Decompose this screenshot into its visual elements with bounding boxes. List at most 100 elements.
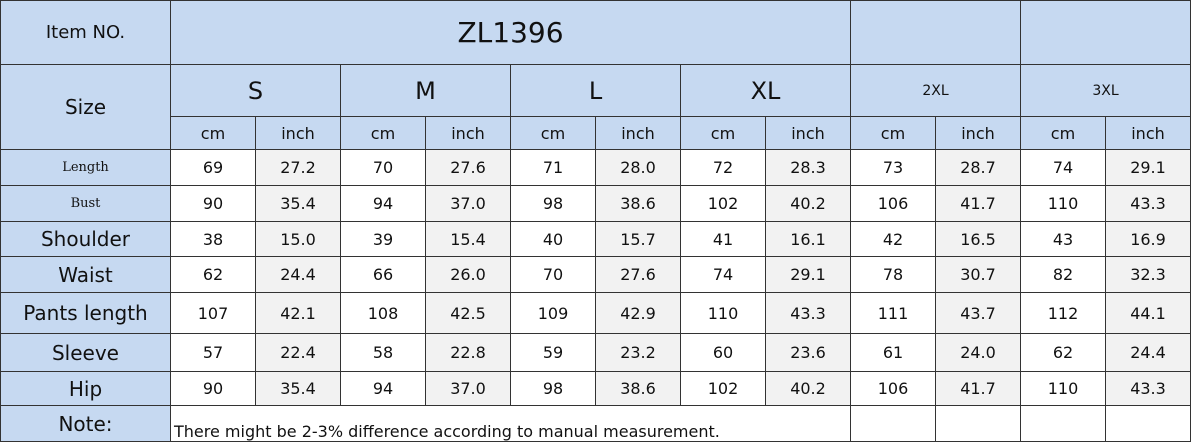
unit-header: inch bbox=[1105, 116, 1191, 150]
measurement: 27.6 bbox=[595, 256, 681, 293]
measurement: 61 bbox=[850, 333, 936, 372]
measurement: 16.9 bbox=[1105, 221, 1191, 257]
note-label: Note: bbox=[0, 405, 171, 442]
measurement: 43 bbox=[1020, 221, 1106, 257]
size-header: S bbox=[170, 64, 341, 117]
measurement: 90 bbox=[170, 185, 256, 222]
measurement: 27.2 bbox=[255, 149, 341, 186]
size-label: Size bbox=[0, 64, 171, 150]
measurement: 22.4 bbox=[255, 333, 341, 372]
measurement: 71 bbox=[510, 149, 596, 186]
measurement: 29.1 bbox=[765, 256, 851, 293]
measurement: 70 bbox=[340, 149, 426, 186]
note-text: There might be 2-3% difference according… bbox=[170, 405, 851, 442]
measurement: 29.1 bbox=[1105, 149, 1191, 186]
measurement: 112 bbox=[1020, 292, 1106, 334]
measurement: 43.3 bbox=[765, 292, 851, 334]
measurement: 98 bbox=[510, 185, 596, 222]
measurement: 24.4 bbox=[1105, 333, 1191, 372]
row-label: Sleeve bbox=[0, 333, 171, 372]
empty-cell bbox=[935, 405, 1021, 442]
measurement: 60 bbox=[680, 333, 766, 372]
measurement: 58 bbox=[340, 333, 426, 372]
measurement: 35.4 bbox=[255, 185, 341, 222]
measurement: 98 bbox=[510, 371, 596, 406]
empty-cell bbox=[1105, 405, 1191, 442]
item-number: ZL1396 bbox=[170, 0, 851, 65]
measurement: 109 bbox=[510, 292, 596, 334]
measurement: 43.7 bbox=[935, 292, 1021, 334]
measurement: 40 bbox=[510, 221, 596, 257]
unit-header: inch bbox=[935, 116, 1021, 150]
unit-header: cm bbox=[680, 116, 766, 150]
measurement: 78 bbox=[850, 256, 936, 293]
measurement: 42.9 bbox=[595, 292, 681, 334]
measurement: 24.0 bbox=[935, 333, 1021, 372]
measurement: 28.3 bbox=[765, 149, 851, 186]
measurement: 35.4 bbox=[255, 371, 341, 406]
measurement: 107 bbox=[170, 292, 256, 334]
measurement: 43.3 bbox=[1105, 371, 1191, 406]
measurement: 42.5 bbox=[425, 292, 511, 334]
size-header: 3XL bbox=[1020, 64, 1191, 117]
measurement: 62 bbox=[170, 256, 256, 293]
measurement: 37.0 bbox=[425, 371, 511, 406]
measurement: 72 bbox=[680, 149, 766, 186]
measurement: 62 bbox=[1020, 333, 1106, 372]
unit-header: cm bbox=[1020, 116, 1106, 150]
measurement: 15.4 bbox=[425, 221, 511, 257]
measurement: 27.6 bbox=[425, 149, 511, 186]
measurement: 94 bbox=[340, 185, 426, 222]
measurement: 106 bbox=[850, 185, 936, 222]
measurement: 74 bbox=[1020, 149, 1106, 186]
measurement: 28.0 bbox=[595, 149, 681, 186]
size-header: M bbox=[340, 64, 511, 117]
unit-header: cm bbox=[340, 116, 426, 150]
measurement: 102 bbox=[680, 371, 766, 406]
empty-cell bbox=[850, 0, 1021, 65]
empty-cell bbox=[850, 405, 936, 442]
item-label: Item NO. bbox=[0, 0, 171, 65]
measurement: 44.1 bbox=[1105, 292, 1191, 334]
measurement: 40.2 bbox=[765, 185, 851, 222]
measurement: 82 bbox=[1020, 256, 1106, 293]
measurement: 15.7 bbox=[595, 221, 681, 257]
size-header: L bbox=[510, 64, 681, 117]
measurement: 38 bbox=[170, 221, 256, 257]
measurement: 41.7 bbox=[935, 185, 1021, 222]
measurement: 16.1 bbox=[765, 221, 851, 257]
measurement: 30.7 bbox=[935, 256, 1021, 293]
measurement: 94 bbox=[340, 371, 426, 406]
measurement: 23.2 bbox=[595, 333, 681, 372]
row-label: Length bbox=[0, 149, 171, 186]
measurement: 66 bbox=[340, 256, 426, 293]
size-header: XL bbox=[680, 64, 851, 117]
measurement: 111 bbox=[850, 292, 936, 334]
measurement: 69 bbox=[170, 149, 256, 186]
size-header: 2XL bbox=[850, 64, 1021, 117]
measurement: 16.5 bbox=[935, 221, 1021, 257]
unit-header: inch bbox=[765, 116, 851, 150]
measurement: 73 bbox=[850, 149, 936, 186]
measurement: 59 bbox=[510, 333, 596, 372]
measurement: 110 bbox=[1020, 185, 1106, 222]
measurement: 23.6 bbox=[765, 333, 851, 372]
measurement: 106 bbox=[850, 371, 936, 406]
measurement: 43.3 bbox=[1105, 185, 1191, 222]
row-label: Hip bbox=[0, 371, 171, 406]
measurement: 42.1 bbox=[255, 292, 341, 334]
measurement: 28.7 bbox=[935, 149, 1021, 186]
measurement: 24.4 bbox=[255, 256, 341, 293]
measurement: 41.7 bbox=[935, 371, 1021, 406]
row-label: Shoulder bbox=[0, 221, 171, 257]
measurement: 41 bbox=[680, 221, 766, 257]
measurement: 32.3 bbox=[1105, 256, 1191, 293]
measurement: 110 bbox=[1020, 371, 1106, 406]
measurement: 22.8 bbox=[425, 333, 511, 372]
empty-cell bbox=[1020, 405, 1106, 442]
measurement: 90 bbox=[170, 371, 256, 406]
measurement: 57 bbox=[170, 333, 256, 372]
measurement: 38.6 bbox=[595, 185, 681, 222]
measurement: 37.0 bbox=[425, 185, 511, 222]
